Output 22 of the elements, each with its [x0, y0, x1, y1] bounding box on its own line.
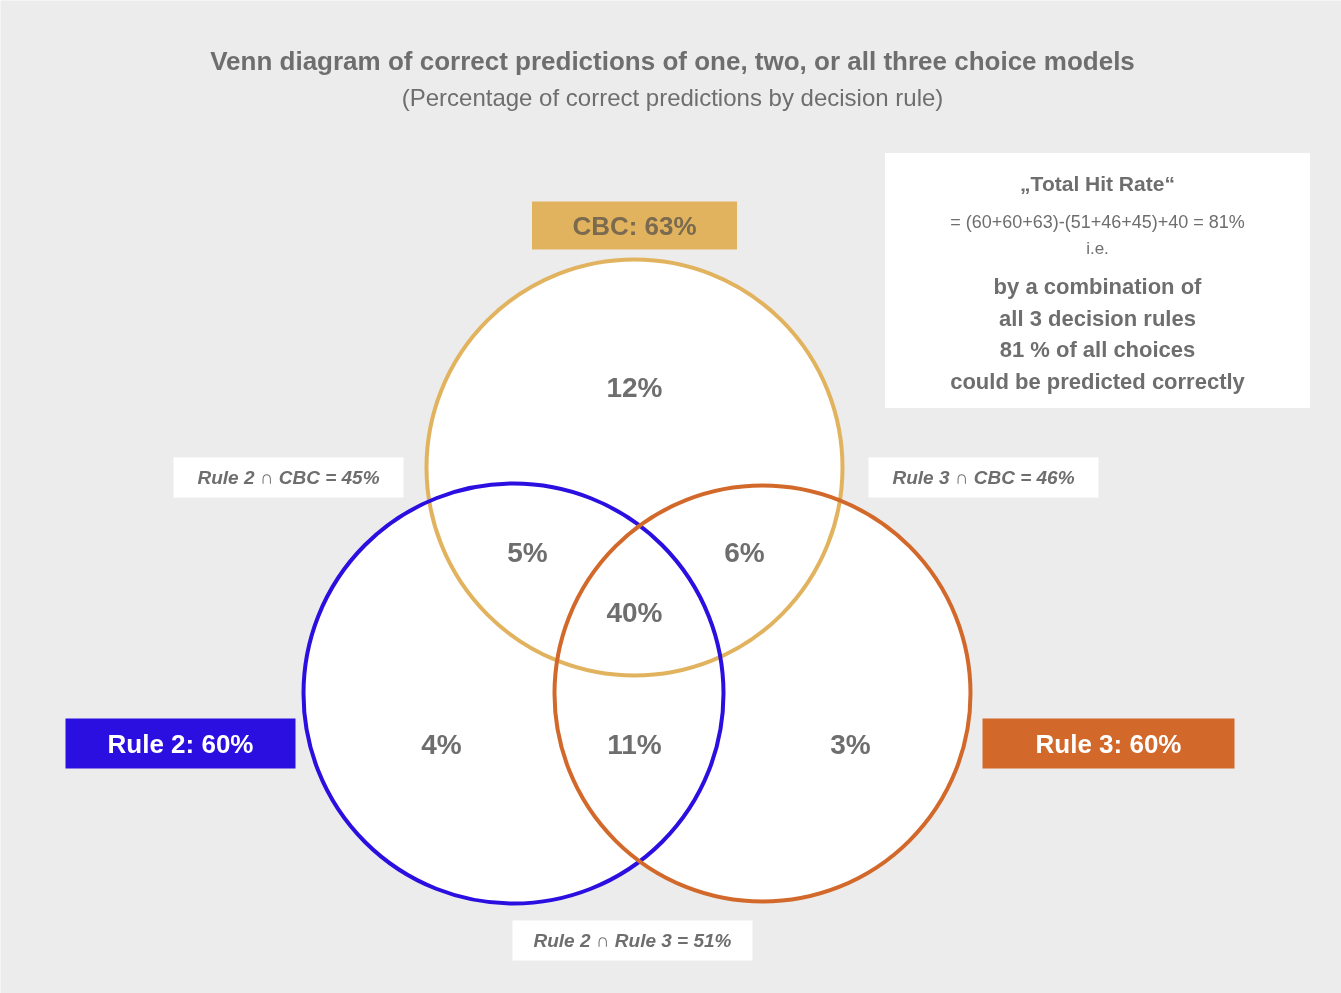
data-label: 6%: [724, 537, 765, 568]
text: i.e.: [1086, 239, 1109, 258]
text: could be predicted correctly: [950, 369, 1246, 394]
text: all 3 decision rules: [999, 306, 1196, 331]
text: = (60+60+63)-(51+46+45)+40 = 81%: [950, 211, 1245, 232]
data-label: 3%: [830, 729, 871, 760]
data-label: 12%: [606, 372, 663, 403]
text: (Percentage of correct predictions by decision rule): [401, 84, 944, 111]
text: CBC: 63%: [572, 210, 697, 241]
data-label: 40%: [606, 597, 663, 628]
text: Rule 3 ∩ CBC = 46%: [892, 467, 1075, 488]
text: Venn diagram of correct predictions of one, two, or all three choice models: [210, 45, 1135, 76]
data-label: 5%: [507, 537, 548, 568]
text: Rule 3: 60%: [1035, 728, 1182, 759]
text: „Total Hit Rate“: [1020, 172, 1175, 195]
text: Rule 2: 60%: [107, 728, 254, 759]
text: by a combination of: [993, 274, 1203, 299]
text: Rule 2 ∩ CBC = 45%: [197, 467, 380, 488]
text: 81 % of all choices: [999, 337, 1196, 362]
text: Rule 2 ∩ Rule 3 = 51%: [533, 930, 732, 951]
data-label: 4%: [421, 729, 462, 760]
data-label: 11%: [607, 729, 662, 760]
